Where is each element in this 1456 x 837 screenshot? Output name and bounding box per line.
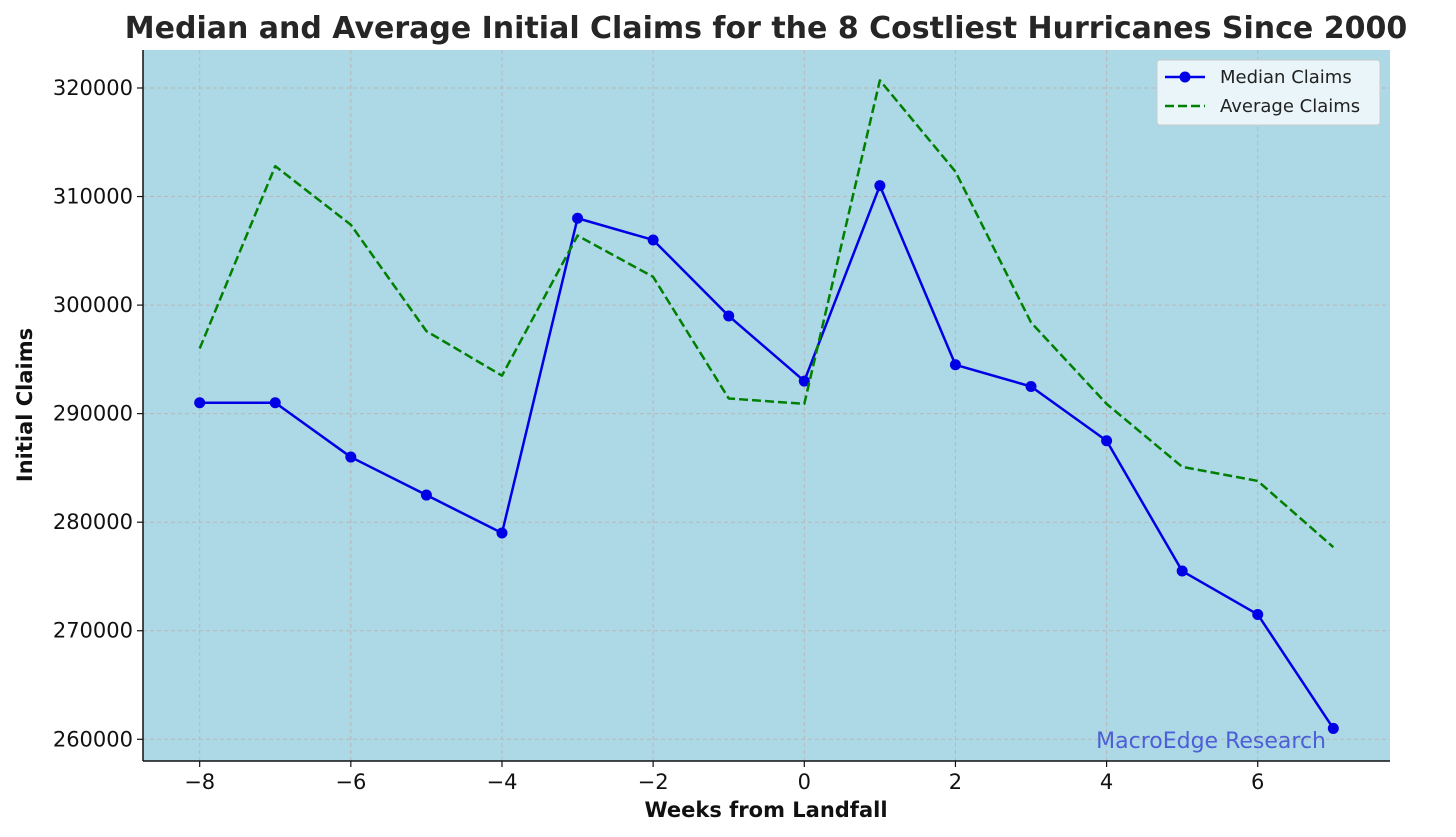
x-tick-label-6: 4: [1100, 770, 1113, 794]
legend-label-median: Median Claims: [1220, 67, 1352, 88]
series-line-average: [198, 79, 1335, 549]
median-point-2: [345, 451, 357, 463]
watermark-text: MacroEdge Research: [1096, 729, 1326, 754]
ticks: −8 −6 −4 −2 0 2 4 6 260000 270000 280000 290000 3000…: [53, 76, 1265, 794]
median-point-3: [420, 489, 432, 501]
y-tick-label-4: 300000: [53, 293, 133, 317]
series-line-median: [199, 184, 1335, 730]
y-tick-label-0: 260000: [53, 727, 133, 751]
x-tick-label-1: −6: [335, 770, 366, 794]
median-point-8: [798, 375, 810, 387]
median-point-14: [1252, 608, 1264, 620]
legend: Median Claims Average Claims: [1156, 59, 1381, 126]
chart-title: Median and Average Initial Claims for th…: [125, 11, 1407, 46]
median-point-13: [1176, 565, 1188, 577]
y-tick-label-6: 320000: [53, 76, 133, 100]
legend-box: [1156, 59, 1381, 126]
x-tick-label-0: −8: [184, 770, 215, 794]
x-tick-label-3: −2: [638, 770, 669, 794]
x-tick-label-4: 0: [798, 770, 811, 794]
median-point-7: [723, 310, 735, 322]
legend-marker-median: [1179, 71, 1191, 83]
y-tick-label-5: 310000: [53, 185, 133, 209]
y-tick-label-1: 270000: [53, 619, 133, 643]
median-point-4: [496, 527, 508, 539]
median-point-0: [194, 397, 206, 409]
median-point-15: [1327, 722, 1339, 734]
series-layer: [194, 79, 1339, 734]
x-tick-label-2: −4: [487, 770, 518, 794]
y-tick-label-2: 280000: [53, 510, 133, 534]
median-point-6: [647, 234, 659, 246]
y-tick-label-3: 290000: [53, 402, 133, 426]
median-point-12: [1101, 435, 1113, 447]
x-axis-label: Weeks from Landfall: [644, 798, 887, 822]
median-point-5: [572, 212, 584, 224]
x-tick-label-5: 2: [949, 770, 962, 794]
median-point-9: [874, 180, 886, 192]
median-point-11: [1025, 381, 1037, 393]
median-point-10: [949, 359, 961, 371]
median-point-1: [269, 397, 281, 409]
y-axis-label: Initial Claims: [13, 328, 37, 482]
plot-area: [143, 50, 1390, 761]
legend-label-average: Average Claims: [1220, 96, 1360, 117]
x-tick-label-7: 6: [1251, 770, 1264, 794]
